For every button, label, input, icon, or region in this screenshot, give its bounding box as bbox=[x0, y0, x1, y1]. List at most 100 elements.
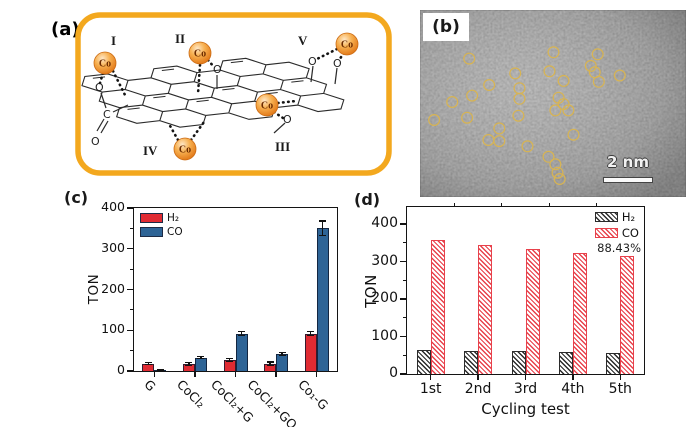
svg-text:Co: Co bbox=[261, 101, 273, 112]
co-sphere bbox=[93, 51, 117, 75]
xtick-major bbox=[524, 375, 527, 380]
error-bar bbox=[188, 362, 190, 366]
legend-label: H₂ bbox=[167, 212, 180, 224]
panel-c-chart: 0 100 200 300 400 TON G CoCl₂ CoCl₂+G CoCl₂+GO Co₁… bbox=[86, 201, 338, 427]
error-bar-cap bbox=[226, 360, 233, 362]
epoxy-oxygen-ii: O bbox=[213, 63, 222, 89]
legend-item-CO: CO bbox=[594, 226, 639, 240]
ytick-minor bbox=[130, 350, 134, 352]
error-bar-cap bbox=[185, 362, 193, 364]
carboxyl-group: O C O bbox=[91, 81, 129, 148]
atom-marker-circle bbox=[549, 158, 562, 171]
atom-marker-circle bbox=[567, 128, 580, 141]
bar-H₂-Co₁-G bbox=[304, 333, 317, 371]
xtick-major bbox=[477, 375, 479, 380]
xtick-major bbox=[234, 372, 237, 377]
atom-marker-circle bbox=[592, 75, 605, 88]
atom-marker-circle bbox=[542, 150, 555, 163]
svg-text:Co: Co bbox=[194, 49, 206, 60]
ytick-major bbox=[400, 298, 406, 300]
legend-item-H₂: H₂ bbox=[594, 210, 639, 224]
error-bar bbox=[322, 221, 324, 236]
error-bar bbox=[310, 331, 312, 336]
xtick-major bbox=[619, 375, 621, 380]
ytick-label: 100 bbox=[101, 321, 125, 337]
atom-marker-circle bbox=[551, 166, 564, 179]
bar-CO-3rd bbox=[525, 249, 540, 374]
legend: H₂ CO bbox=[140, 212, 183, 238]
svg-text:Co: Co bbox=[341, 40, 353, 51]
atom-marker-circle bbox=[513, 92, 526, 105]
ytick-label: 100 bbox=[371, 327, 398, 344]
oxygen-atom: O bbox=[95, 81, 104, 94]
atom-marker-circle bbox=[562, 104, 575, 117]
atom-marker-circle bbox=[547, 46, 560, 59]
bar-H₂-4th bbox=[558, 352, 573, 374]
co-atom-site-iv: Co bbox=[173, 137, 197, 161]
error-bar-cap bbox=[266, 364, 274, 366]
co-sphere bbox=[255, 93, 279, 117]
site-label-ii: II bbox=[175, 31, 185, 46]
oxygen-atom: O bbox=[91, 135, 100, 148]
legend: H₂ CO bbox=[594, 210, 639, 240]
error-bar-cap bbox=[319, 220, 327, 222]
site-label-iv: IV bbox=[143, 143, 158, 158]
xtick-label: 1st bbox=[419, 381, 442, 397]
carbon-atom: C bbox=[103, 108, 111, 121]
error-bar bbox=[200, 356, 202, 359]
xtick-label: 2nd bbox=[464, 381, 492, 397]
co-atom-site-ii: Co bbox=[188, 41, 212, 65]
legend-swatch bbox=[594, 212, 618, 222]
co-atom-site-v: Co bbox=[335, 32, 359, 56]
svg-text:O: O bbox=[283, 113, 292, 126]
error-bar-cap bbox=[278, 354, 286, 356]
atom-marker-circle bbox=[543, 65, 556, 78]
ytick-major bbox=[127, 329, 133, 331]
panel-b-label-box: (b) bbox=[423, 13, 469, 41]
scale-bar-label: 2 nm bbox=[607, 153, 649, 171]
panel-b-label: (b) bbox=[432, 17, 460, 37]
atom-marker-circle bbox=[493, 135, 506, 148]
ytick-minor bbox=[403, 279, 407, 281]
ytick-label: 200 bbox=[371, 290, 398, 307]
co-sphere bbox=[173, 137, 197, 161]
error-bar-cap bbox=[185, 364, 193, 366]
error-bar-cap bbox=[307, 334, 315, 337]
ytick-minor bbox=[403, 317, 407, 319]
bar-CO-1st bbox=[430, 239, 445, 374]
xtick-top bbox=[453, 203, 455, 207]
error-bar bbox=[281, 352, 283, 356]
xtick-label: 5th bbox=[608, 381, 632, 397]
bar-CO-2nd bbox=[478, 244, 493, 374]
error-bar-cap bbox=[197, 357, 205, 359]
error-bar-cap bbox=[319, 235, 327, 237]
legend-label: CO bbox=[621, 226, 639, 240]
ytick-label: 300 bbox=[371, 252, 398, 269]
ytick-major bbox=[127, 370, 133, 372]
co-atom-site-i: Co bbox=[93, 51, 117, 75]
panel-d-chart: 0 100 200 300 400 TON 1st 2nd 3rd 4th 5th H₂ CO 88.43… bbox=[362, 203, 645, 418]
error-bar-cap bbox=[144, 364, 152, 366]
ytick-minor bbox=[403, 242, 407, 244]
xtick-major bbox=[572, 375, 574, 380]
atom-marker-circle bbox=[461, 111, 474, 124]
svg-text:O: O bbox=[333, 57, 342, 70]
atom-marker-circle bbox=[553, 173, 566, 186]
ytick-major bbox=[400, 223, 406, 225]
atom-marker-circle bbox=[493, 122, 506, 135]
ytick-major bbox=[400, 373, 406, 375]
ytick-label: 0 bbox=[117, 362, 125, 378]
ytick-major bbox=[400, 260, 406, 263]
hydroxyl-oxygens-v: O O bbox=[308, 55, 342, 85]
error-bar bbox=[269, 362, 271, 366]
atom-marker-circle bbox=[557, 74, 570, 87]
y-axis-title: TON bbox=[362, 273, 380, 308]
atom-marker-circle bbox=[613, 69, 626, 82]
error-bar-cap bbox=[278, 352, 286, 354]
site-label-iii: III bbox=[275, 139, 290, 154]
ytick-label: 300 bbox=[101, 239, 125, 255]
x-axis-title: Cycling test bbox=[481, 400, 570, 418]
atom-marker-circle bbox=[591, 48, 604, 61]
svg-text:Co: Co bbox=[99, 59, 111, 70]
xtick-top bbox=[548, 203, 550, 207]
